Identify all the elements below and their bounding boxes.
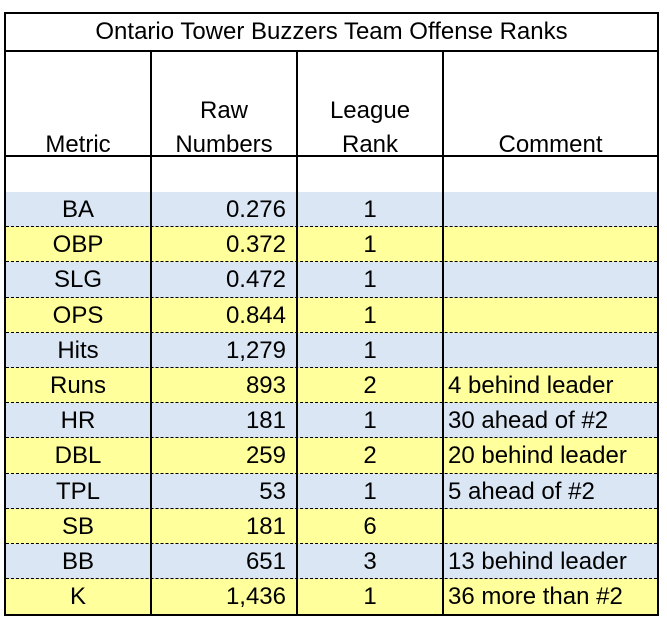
table-row: BA 0.276 1 [6, 192, 657, 228]
table-row: SB 181 6 [6, 508, 657, 544]
cell-metric: BA [61, 196, 94, 223]
cell-metric: DBL [54, 442, 102, 470]
cell-comment [444, 227, 657, 262]
header-league-rank: League Rank [298, 50, 442, 166]
cell-rank: 2 [363, 372, 377, 399]
cell-rank: 1 [363, 301, 377, 329]
cell-rank: 1 [363, 477, 377, 505]
row-divider [6, 578, 657, 580]
blank-row [6, 157, 657, 191]
row-divider [6, 402, 657, 404]
cell-raw: 651 [245, 548, 286, 575]
cell-raw: 893 [245, 372, 286, 399]
cell-metric: HR [60, 407, 96, 435]
cell-rank: 1 [363, 196, 377, 223]
table-title: Ontario Tower Buzzers Team Offense Ranks [6, 14, 657, 52]
cell-metric: Hits [57, 336, 99, 364]
header-raw-line1: Raw [199, 97, 248, 124]
table-row: Runs 893 2 4 behind leader [6, 368, 657, 404]
cell-metric: OPS [52, 301, 104, 329]
cell-comment: 36 more than #2 [448, 583, 623, 611]
header-metric: Metric [6, 50, 150, 166]
table-row: BB 651 3 13 behind leader [6, 544, 657, 580]
cell-comment [444, 192, 657, 227]
cell-metric: SLG [53, 266, 103, 294]
cell-metric: SB [61, 512, 94, 540]
row-divider [6, 296, 657, 298]
header-rank-line2: Rank [341, 131, 399, 158]
cell-comment: 5 ahead of #2 [448, 477, 595, 505]
cell-rank: 1 [363, 407, 377, 435]
column-divider [150, 50, 152, 614]
cell-raw: 1,436 [225, 583, 286, 611]
cell-metric: BB [61, 548, 94, 575]
row-divider [6, 367, 657, 368]
table-row: DBL 259 2 20 behind leader [6, 438, 657, 474]
table-row: Hits 1,279 1 [6, 332, 657, 368]
table-row: K 1,436 1 36 more than #2 [6, 579, 657, 615]
cell-raw: 53 [259, 477, 286, 505]
table-row: OPS 0.844 1 [6, 297, 657, 333]
spreadsheet-table: Ontario Tower Buzzers Team Offense Ranks… [4, 12, 659, 616]
header-raw-line2: Numbers [175, 131, 273, 158]
cell-comment: 20 behind leader [448, 442, 627, 470]
cell-rank: 1 [363, 336, 377, 364]
row-divider [6, 331, 657, 333]
cell-metric: K [69, 583, 86, 611]
column-divider [442, 50, 444, 614]
row-divider [6, 507, 657, 509]
cell-rank: 6 [363, 512, 377, 540]
cell-raw: 181 [245, 407, 286, 435]
cell-rank: 1 [363, 266, 377, 294]
cell-comment [444, 262, 657, 297]
row-divider [6, 472, 657, 474]
cell-metric: OBP [52, 231, 104, 259]
table-row: HR 181 1 30 ahead of #2 [6, 403, 657, 439]
table-row: OBP 0.372 1 [6, 227, 657, 263]
cell-metric: TPL [55, 477, 100, 505]
cell-metric: Runs [49, 372, 107, 399]
row-divider [6, 226, 657, 228]
cell-comment: 4 behind leader [448, 372, 614, 399]
cell-comment [444, 509, 657, 544]
cell-raw: 181 [245, 512, 286, 540]
table-row: SLG 0.472 1 [6, 262, 657, 298]
header-bottom-border [6, 155, 657, 157]
cell-rank: 1 [363, 231, 377, 259]
row-divider [6, 543, 657, 544]
cell-comment: 30 ahead of #2 [448, 407, 609, 435]
header-metric-label: Metric [45, 131, 111, 158]
cell-comment [444, 298, 657, 333]
row-divider [6, 261, 657, 263]
header-comment-label: Comment [498, 131, 603, 158]
cell-rank: 2 [363, 442, 377, 470]
header-raw-numbers: Raw Numbers [152, 50, 296, 166]
cell-raw: 0.276 [225, 196, 286, 223]
cell-comment: 13 behind leader [448, 548, 627, 575]
cell-raw: 1,279 [225, 336, 286, 364]
cell-raw: 0.372 [225, 231, 286, 259]
header-comment: Comment [444, 50, 657, 166]
cell-raw: 259 [245, 442, 286, 470]
header-rank-line1: League [329, 97, 411, 124]
cell-raw: 0.472 [225, 266, 286, 294]
cell-rank: 1 [363, 583, 377, 611]
cell-comment [444, 333, 657, 368]
cell-rank: 3 [363, 548, 377, 575]
row-divider [6, 437, 657, 439]
column-divider [296, 50, 298, 614]
table-row: TPL 53 1 5 ahead of #2 [6, 473, 657, 509]
cell-raw: 0.844 [225, 301, 286, 329]
